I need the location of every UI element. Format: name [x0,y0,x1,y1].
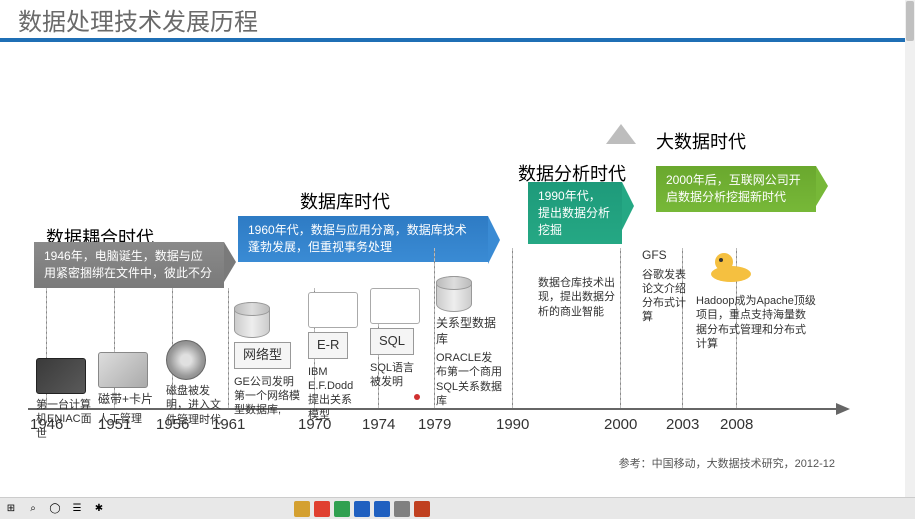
scrollbar-thumb[interactable] [906,1,914,41]
taskbar-app-icon[interactable] [314,501,330,517]
item-desc: SQL语言被发明 [370,361,418,390]
item-title: GFS [642,248,696,264]
slide: 数据处理技术发展历程 数据耦合时代数据库时代数据分析时代大数据时代1946年，电… [0,0,905,495]
timeline-item: 磁盘被发明，进入文件管理时代 [166,340,230,427]
laser-pointer-icon [414,394,420,400]
era-label: 数据库时代 [300,188,390,214]
item-desc: 第一台计算机ENIAC面世 [36,398,92,441]
timeline-item: E-R IBM E.F.Dodd提出关系模型 [308,292,362,422]
app-icon-2[interactable]: ✱ [92,502,106,516]
title-bar: 数据处理技术发展历程 [0,0,905,42]
item-desc: 数据仓库技术出现，提出数据分析的商业智能 [538,276,616,319]
search-icon[interactable]: ⌕ [26,502,40,516]
era-callout: 1960年代，数据与应用分离，数据库技术蓬勃发展，但重视事务处理 [238,216,488,262]
taskbar-app-icon[interactable] [294,501,310,517]
timeline-item: 磁带+卡片人工管理 [98,352,158,426]
hadoop-icon [706,248,756,284]
frame-label: SQL [370,328,414,355]
axis-tick [620,248,621,408]
item-title: 磁带+卡片 [98,392,158,408]
vertical-scrollbar[interactable] [905,0,915,519]
database-cylinder-icon [436,276,472,312]
year-label: 1979 [418,416,451,433]
timeline-content: 数据耦合时代数据库时代数据分析时代大数据时代1946年，电脑诞生，数据与应用紧密… [0,42,905,482]
year-label: 2003 [666,416,699,433]
timeline-item: SQL SQL语言被发明 [370,288,418,389]
item-desc: ORACLE发布第一个商用SQL关系数据库 [436,351,502,408]
paper-icon [370,288,420,324]
era-label: 大数据时代 [656,128,746,154]
item-desc: Hadoop成为Apache顶级项目，重点支持海量数据分布式管理和分布式计算 [696,294,816,351]
taskbar-app-icon[interactable] [354,501,370,517]
tape-icon [98,352,148,388]
task-view-icon[interactable]: ◯ [48,502,62,516]
timeline-item: GFS 谷歌发表论文介绍分布式计算 [642,248,696,325]
item-desc: 磁盘被发明，进入文件管理时代 [166,384,230,427]
year-label: 2008 [720,416,753,433]
taskbar: ⊞ ⌕ ◯ ☰ ✱ [0,497,915,519]
era-callout: 1990年代，提出数据分析挖掘 [528,182,622,244]
computer-icon [36,358,86,394]
item-title: 关系型数据库 [436,316,502,347]
disk-icon [166,340,206,380]
frame-label: 网络型 [234,342,291,369]
year-label: 1974 [362,416,395,433]
axis-tick [512,248,513,408]
citation-text: 参考：中国移动，大数据技术研究，2012-12 [619,455,835,471]
taskbar-app-icon[interactable] [414,501,430,517]
taskbar-app-icon[interactable] [394,501,410,517]
database-cylinder-icon [234,302,270,338]
timeline-item: Hadoop成为Apache顶级项目，重点支持海量数据分布式管理和分布式计算 [696,294,816,351]
era-callout: 2000年后，互联网公司开启数据分析挖掘新时代 [656,166,816,212]
taskbar-app-icon[interactable] [334,501,350,517]
taskbar-app-icon[interactable] [374,501,390,517]
frame-label: E-R [308,332,348,359]
start-icon[interactable]: ⊞ [4,502,18,516]
year-label: 2000 [604,416,637,433]
timeline-item: 第一台计算机ENIAC面世 [36,358,92,441]
paper-icon [308,292,358,328]
app-icon[interactable]: ☰ [70,502,84,516]
item-desc: 谷歌发表论文介绍分布式计算 [642,268,696,325]
timeline-item: 关系型数据库 ORACLE发布第一个商用SQL关系数据库 [436,276,502,408]
arrow-up-icon [606,124,636,144]
item-desc: 人工管理 [98,412,158,426]
year-label: 1990 [496,416,529,433]
taskbar-apps [294,501,430,517]
timeline-item: 数据仓库技术出现，提出数据分析的商业智能 [538,276,616,319]
item-desc: IBM E.F.Dodd提出关系模型 [308,365,362,422]
axis-tick [434,248,435,408]
timeline-item: 网络型 GE公司发明第一个网络模型数据库, [234,302,304,418]
item-desc: GE公司发明第一个网络模型数据库, [234,375,304,418]
slide-title: 数据处理技术发展历程 [18,2,258,37]
era-callout: 1946年，电脑诞生，数据与应用紧密捆绑在文件中，彼此不分 [34,242,224,288]
